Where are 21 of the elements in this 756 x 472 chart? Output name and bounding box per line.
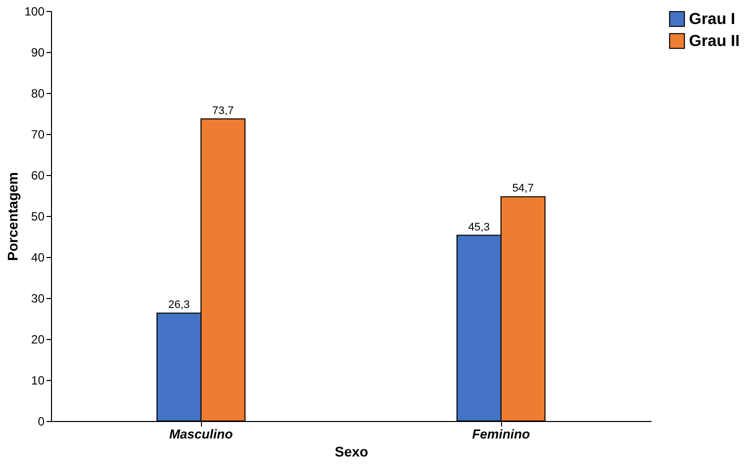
data-label: 45,3 — [468, 221, 490, 234]
y-tick-label: 80 — [31, 86, 45, 100]
y-tick-label: 70 — [31, 128, 45, 142]
y-axis-title: Porcentagem — [4, 172, 20, 261]
y-tick-label: 10 — [31, 374, 45, 388]
legend-label: Grau I — [689, 11, 736, 28]
y-tick-label: 50 — [31, 210, 45, 224]
y-tick-label: 40 — [31, 250, 45, 264]
legend-label: Grau II — [689, 33, 740, 50]
x-tick-label: Feminino — [472, 426, 530, 442]
y-tick-label: 60 — [31, 168, 45, 182]
x-tick-label: Masculino — [169, 426, 233, 442]
data-label: 26,3 — [168, 299, 190, 312]
y-tick-label: 0 — [38, 414, 45, 428]
y-tick-label: 100 — [24, 4, 45, 18]
data-label: 54,7 — [512, 182, 534, 195]
data-label: 73,7 — [212, 104, 234, 117]
y-tick-label: 90 — [31, 46, 45, 60]
y-tick-label: 30 — [31, 292, 45, 306]
y-tick-label: 20 — [31, 332, 45, 346]
x-axis-title: Sexo — [334, 444, 368, 460]
